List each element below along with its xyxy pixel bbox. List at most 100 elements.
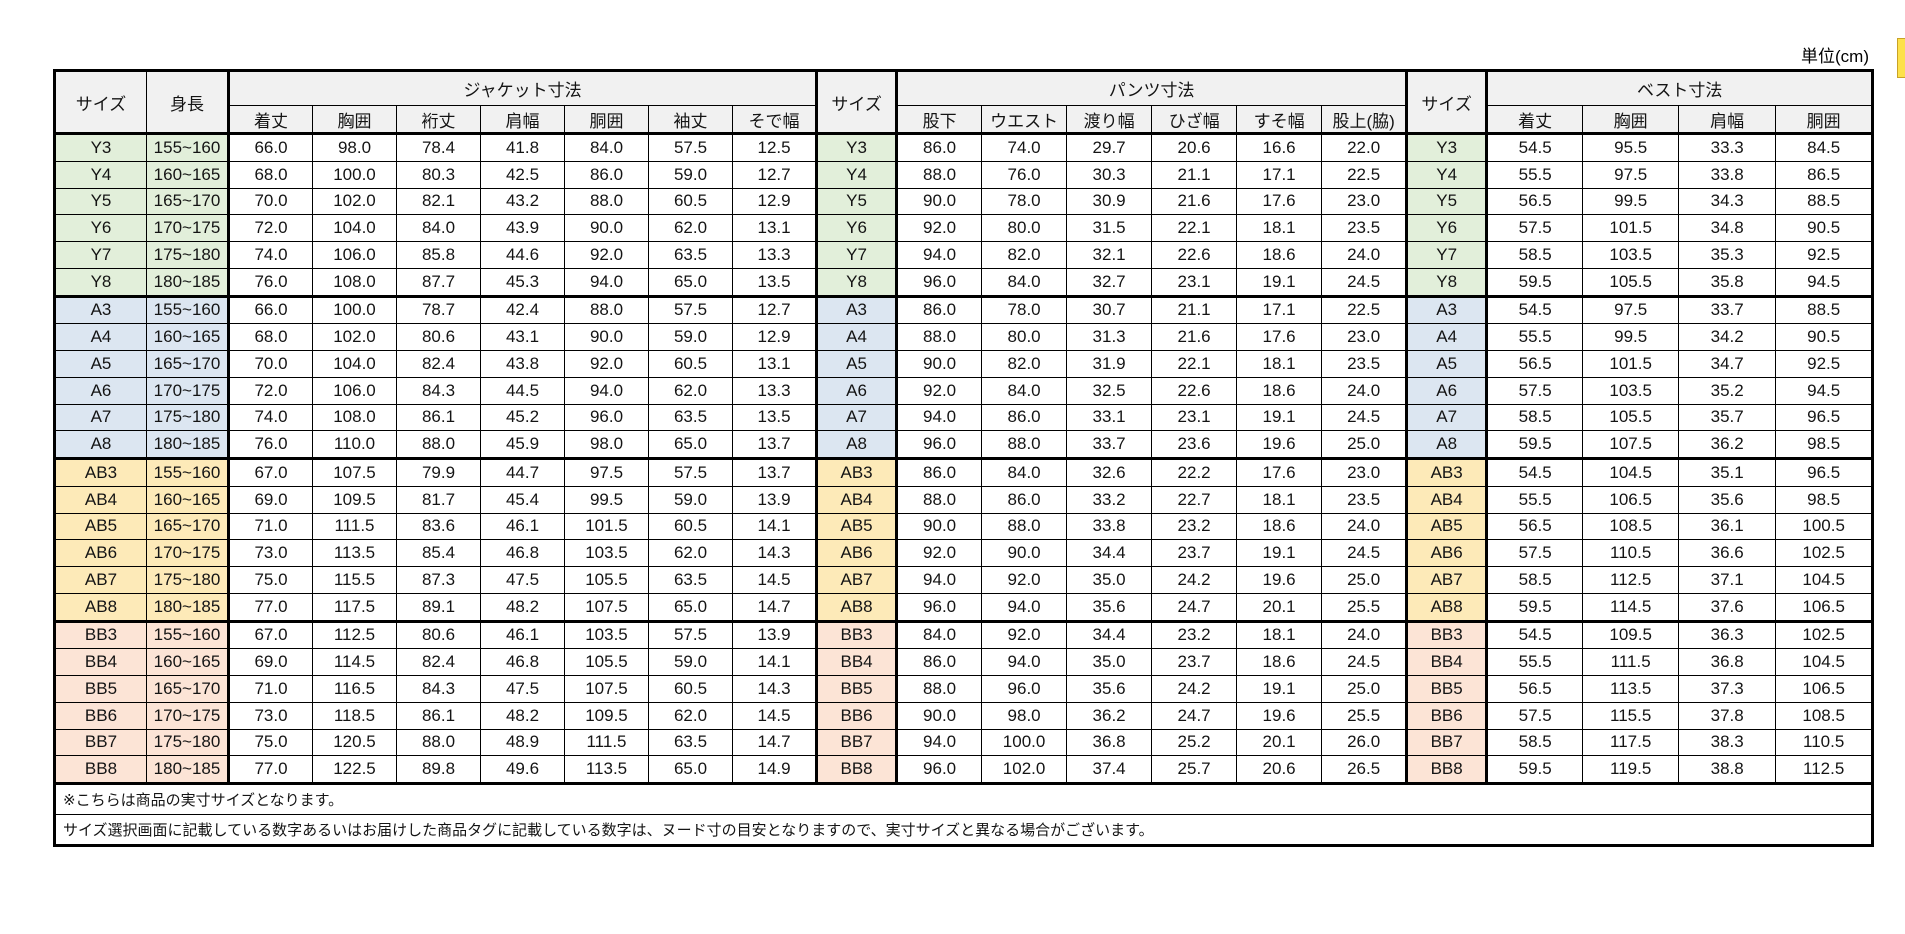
pants-value-cell: 33.8: [1066, 512, 1153, 541]
size-row-a5: A5 165~170 70.0 104.0 82.4 43.8 92.0 60.5 13.1 A5…: [54, 350, 1874, 378]
jacket-value-cell: 100.0: [312, 295, 397, 325]
pants-value-cell: 32.1: [1066, 241, 1153, 269]
size-cell-vest: AB3: [1405, 458, 1489, 487]
jacket-value-cell: 59.0: [648, 648, 733, 676]
jacket-value-cell: 96.0: [564, 403, 649, 432]
jacket-value-cell: 47.5: [480, 566, 565, 594]
pants-value-cell: 90.0: [896, 187, 983, 216]
jacket-value-cell: 42.5: [480, 160, 565, 189]
size-cell-pants: Y5: [815, 187, 899, 216]
jacket-value-cell: 115.5: [312, 566, 397, 594]
pants-value-cell: 21.1: [1151, 160, 1238, 189]
pants-value-cell: 92.0: [896, 214, 983, 242]
vest-value-cell: 56.5: [1486, 187, 1584, 216]
clipped-yellow-element: [1897, 38, 1905, 78]
height-cell: 165~170: [146, 350, 230, 378]
pants-value-cell: 24.0: [1321, 512, 1408, 541]
jacket-value-cell: 107.5: [564, 592, 649, 623]
jacket-value-cell: 14.7: [731, 728, 818, 757]
jacket-value-cell: 102.0: [312, 187, 397, 216]
pants-value-cell: 24.5: [1321, 267, 1408, 298]
size-cell-pants: AB3: [815, 458, 899, 487]
jacket-value-cell: 103.5: [564, 620, 649, 650]
size-cell: A3: [54, 295, 147, 325]
pants-value-cell: 18.1: [1236, 214, 1323, 242]
jacket-value-cell: 122.5: [312, 755, 397, 785]
size-cell-vest: Y5: [1405, 187, 1489, 216]
size-cell-pants: Y8: [815, 267, 899, 298]
size-cell-vest: AB4: [1405, 485, 1489, 514]
table-header: サイズ 身長 ジャケット寸法 サイズ パンツ寸法 サイズ ベスト寸法 着丈 胸囲…: [54, 70, 1874, 135]
pants-value-cell: 88.0: [981, 430, 1068, 460]
pants-value-cell: 24.5: [1321, 403, 1408, 432]
size-row-bb6: BB6 170~175 73.0 118.5 86.1 48.2 109.5 62.0 14.5…: [54, 701, 1874, 730]
size-cell-vest: BB8: [1405, 755, 1489, 785]
vest-value-cell: 38.8: [1678, 755, 1777, 785]
vest-value-cell: 90.5: [1775, 214, 1874, 242]
jacket-value-cell: 45.2: [480, 403, 565, 432]
pants-value-cell: 23.6: [1151, 430, 1238, 460]
jacket-value-cell: 44.5: [480, 376, 565, 405]
size-row-bb3: BB3 155~160 67.0 112.5 80.6 46.1 103.5 57.5 13.9…: [54, 620, 1874, 650]
size-cell: AB8: [54, 592, 147, 623]
pants-value-cell: 76.0: [981, 160, 1068, 189]
size-row-y6: Y6 170~175 72.0 104.0 84.0 43.9 90.0 62.0 13.1 Y6…: [54, 214, 1874, 242]
height-cell: 180~185: [146, 592, 230, 623]
pants-value-cell: 18.1: [1236, 485, 1323, 514]
size-cell-pants: A8: [815, 430, 899, 460]
pants-value-cell: 96.0: [896, 430, 983, 460]
size-row-ab6: AB6 170~175 73.0 113.5 85.4 46.8 103.5 62.0 14.3…: [54, 539, 1874, 567]
size-row-a4: A4 160~165 68.0 102.0 80.6 43.1 90.0 59.0 12.9 A4…: [54, 323, 1874, 351]
jacket-value-cell: 102.0: [312, 323, 397, 351]
jacket-value-cell: 60.5: [648, 350, 733, 378]
vest-value-cell: 106.5: [1582, 485, 1680, 514]
pants-value-cell: 35.6: [1066, 592, 1153, 623]
pants-value-cell: 25.5: [1321, 592, 1408, 623]
vest-value-cell: 55.5: [1486, 485, 1584, 514]
vest-value-cell: 110.5: [1582, 539, 1680, 567]
pants-value-cell: 100.0: [981, 728, 1068, 757]
size-cell-pants: AB4: [815, 485, 899, 514]
vest-value-cell: 59.5: [1486, 592, 1584, 623]
vest-value-cell: 106.5: [1775, 675, 1874, 703]
jacket-value-cell: 86.1: [396, 403, 481, 432]
jacket-value-cell: 106.0: [312, 376, 397, 405]
vest-value-cell: 103.5: [1582, 376, 1680, 405]
size-cell-pants: Y3: [815, 133, 899, 162]
size-row-bb4: BB4 160~165 69.0 114.5 82.4 46.8 105.5 59.0 14.1…: [54, 648, 1874, 676]
pants-col-header: 股下: [896, 105, 983, 135]
pants-value-cell: 23.0: [1321, 323, 1408, 351]
height-column-header: 身長: [146, 70, 230, 135]
jacket-value-cell: 75.0: [228, 728, 313, 757]
pants-value-cell: 25.0: [1321, 430, 1408, 460]
size-cell: A6: [54, 376, 147, 405]
jacket-value-cell: 106.0: [312, 241, 397, 269]
pants-value-cell: 25.0: [1321, 675, 1408, 703]
pants-value-cell: 80.0: [981, 323, 1068, 351]
header-group-row: サイズ 身長 ジャケット寸法 サイズ パンツ寸法 サイズ ベスト寸法: [54, 70, 1874, 135]
jacket-col-header: 胴囲: [564, 105, 649, 135]
jacket-value-cell: 43.2: [480, 187, 565, 216]
vest-value-cell: 109.5: [1582, 620, 1680, 650]
jacket-value-cell: 14.5: [731, 701, 818, 730]
jacket-value-cell: 59.0: [648, 160, 733, 189]
pants-value-cell: 17.6: [1236, 458, 1323, 487]
jacket-value-cell: 82.1: [396, 187, 481, 216]
height-cell: 180~185: [146, 430, 230, 460]
size-row-ab7: AB7 175~180 75.0 115.5 87.3 47.5 105.5 63.5 14.5…: [54, 566, 1874, 594]
size-cell-pants: BB5: [815, 675, 899, 703]
size-cell-vest: AB8: [1405, 592, 1489, 623]
pants-value-cell: 21.1: [1151, 295, 1238, 325]
jacket-value-cell: 116.5: [312, 675, 397, 703]
pants-value-cell: 31.9: [1066, 350, 1153, 378]
size-cell: BB8: [54, 755, 147, 785]
jacket-value-cell: 109.5: [312, 485, 397, 514]
jacket-value-cell: 100.0: [312, 160, 397, 189]
jacket-value-cell: 88.0: [396, 728, 481, 757]
vest-value-cell: 57.5: [1486, 376, 1584, 405]
pants-value-cell: 24.0: [1321, 376, 1408, 405]
size-row-ab5: AB5 165~170 71.0 111.5 83.6 46.1 101.5 60.5 14.1…: [54, 512, 1874, 541]
pants-value-cell: 92.0: [896, 539, 983, 567]
size-row-a6: A6 170~175 72.0 106.0 84.3 44.5 94.0 62.0 13.3 A6…: [54, 376, 1874, 405]
vest-col-header: 胴囲: [1775, 105, 1874, 135]
